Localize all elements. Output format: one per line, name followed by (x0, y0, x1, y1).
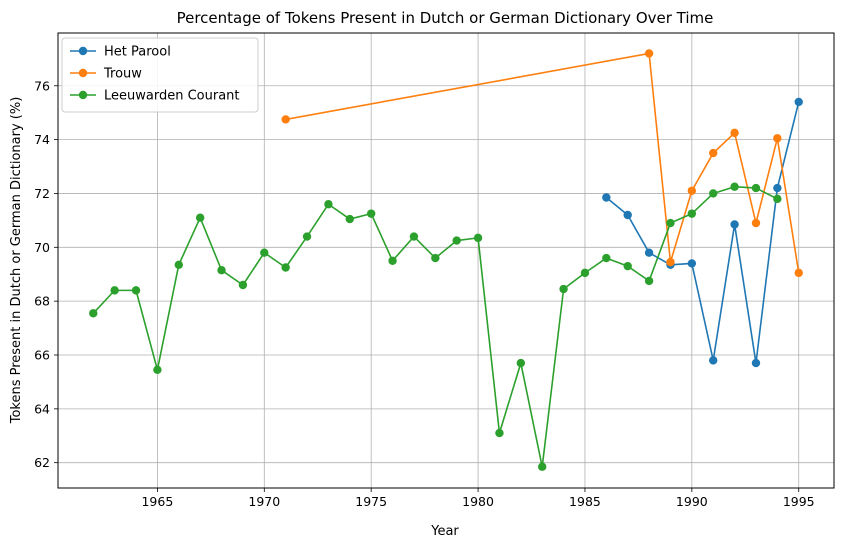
data-point-trouw (281, 115, 290, 124)
legend-marker (78, 90, 88, 100)
data-point-leeuwarden-courant (153, 365, 162, 375)
x-tick-label: 1980 (462, 494, 494, 509)
data-point-het-parool (644, 248, 654, 257)
data-point-leeuwarden-courant (195, 213, 205, 222)
data-point-leeuwarden-courant (773, 194, 782, 204)
x-tick-label: 1975 (355, 494, 387, 509)
legend-item-leeuwarden-courant: Leeuwarden Courant (70, 89, 240, 104)
data-point-leeuwarden-courant (409, 232, 419, 241)
data-point-leeuwarden-courant (687, 209, 697, 218)
data-point-leeuwarden-courant (131, 286, 141, 295)
data-point-leeuwarden-courant (495, 428, 504, 438)
data-point-leeuwarden-courant (324, 200, 333, 209)
data-point-leeuwarden-courant (709, 189, 718, 198)
y-tick-label: 66 (34, 348, 50, 363)
x-tick-label: 1970 (248, 494, 280, 509)
legend-box (61, 37, 259, 113)
data-point-het-parool (602, 193, 611, 202)
series-leeuwarden-courant (89, 182, 782, 471)
plot-frame (57, 32, 835, 489)
data-point-trouw (751, 218, 761, 228)
data-point-leeuwarden-courant (366, 209, 376, 218)
data-point-het-parool (687, 259, 697, 268)
data-point-leeuwarden-courant (431, 253, 440, 263)
data-point-het-parool (730, 220, 739, 229)
y-axis-label: Tokens Present in Dutch or German Dictio… (9, 97, 24, 425)
y-tick-label: 64 (34, 401, 50, 416)
data-point-trouw (687, 186, 697, 195)
data-point-leeuwarden-courant (260, 248, 269, 257)
data-point-het-parool (623, 210, 632, 220)
legend: Het Parool Trouw Leeuwarden Courant (61, 37, 259, 113)
legend-label: Het Parool (104, 45, 171, 60)
x-tick-label: 1985 (569, 494, 601, 509)
x-axis-ticks: 1965 1970 1975 1980 1985 1990 1995 (141, 488, 815, 509)
x-tick-label: 1990 (676, 494, 708, 509)
legend-label: Trouw (103, 67, 142, 82)
x-axis-label: Year (430, 524, 459, 539)
x-tick-label: 1965 (141, 494, 173, 509)
data-point-het-parool (751, 358, 761, 368)
data-point-leeuwarden-courant (516, 358, 526, 368)
series-line-leeuwarden-courant (92, 185, 778, 468)
data-point-het-parool (709, 356, 718, 365)
data-point-leeuwarden-courant (559, 284, 568, 294)
series-layer (89, 49, 803, 471)
legend-marker (78, 46, 88, 56)
data-point-leeuwarden-courant (281, 263, 290, 272)
data-point-leeuwarden-courant (730, 182, 739, 191)
series-het-parool (602, 97, 803, 368)
x-tick-label: 1995 (783, 494, 815, 509)
data-point-het-parool (773, 183, 782, 193)
legend-item-het-parool: Het Parool (70, 45, 171, 60)
y-tick-label: 72 (34, 186, 50, 201)
legend-item-trouw: Trouw (70, 67, 142, 82)
series-line-het-parool (605, 101, 800, 364)
data-point-leeuwarden-courant (602, 253, 611, 263)
y-axis-ticks: 62 64 66 68 70 72 74 76 (34, 78, 58, 470)
data-point-leeuwarden-courant (666, 218, 675, 228)
data-point-leeuwarden-courant (174, 260, 183, 270)
y-tick-label: 70 (34, 240, 50, 255)
data-point-leeuwarden-courant (217, 265, 226, 275)
data-point-trouw (666, 257, 675, 267)
data-point-leeuwarden-courant (452, 236, 461, 245)
data-point-trouw (730, 128, 739, 138)
data-point-het-parool (794, 97, 803, 107)
y-tick-label: 62 (34, 455, 50, 470)
data-point-leeuwarden-courant (345, 214, 355, 224)
data-point-leeuwarden-courant (302, 232, 312, 241)
data-point-leeuwarden-courant (580, 268, 590, 278)
data-point-leeuwarden-courant (473, 233, 483, 243)
data-point-leeuwarden-courant (537, 462, 547, 471)
data-point-leeuwarden-courant (110, 286, 119, 295)
legend-label: Leeuwarden Courant (104, 89, 240, 104)
series-trouw (281, 49, 803, 278)
y-tick-label: 76 (34, 78, 50, 93)
data-point-leeuwarden-courant (623, 261, 632, 271)
data-point-trouw (794, 268, 803, 278)
y-tick-label: 68 (34, 294, 50, 309)
data-point-leeuwarden-courant (238, 280, 248, 290)
data-point-leeuwarden-courant (388, 256, 397, 265)
chart-title: Percentage of Tokens Present in Dutch or… (177, 9, 714, 27)
data-point-trouw (709, 148, 718, 158)
data-point-leeuwarden-courant (89, 309, 98, 318)
data-point-trouw (644, 49, 654, 58)
series-line-trouw (285, 52, 800, 274)
legend-marker (78, 68, 88, 78)
y-tick-label: 74 (34, 132, 50, 147)
data-point-leeuwarden-courant (644, 276, 654, 286)
data-point-leeuwarden-courant (751, 183, 761, 193)
data-point-trouw (773, 134, 782, 143)
